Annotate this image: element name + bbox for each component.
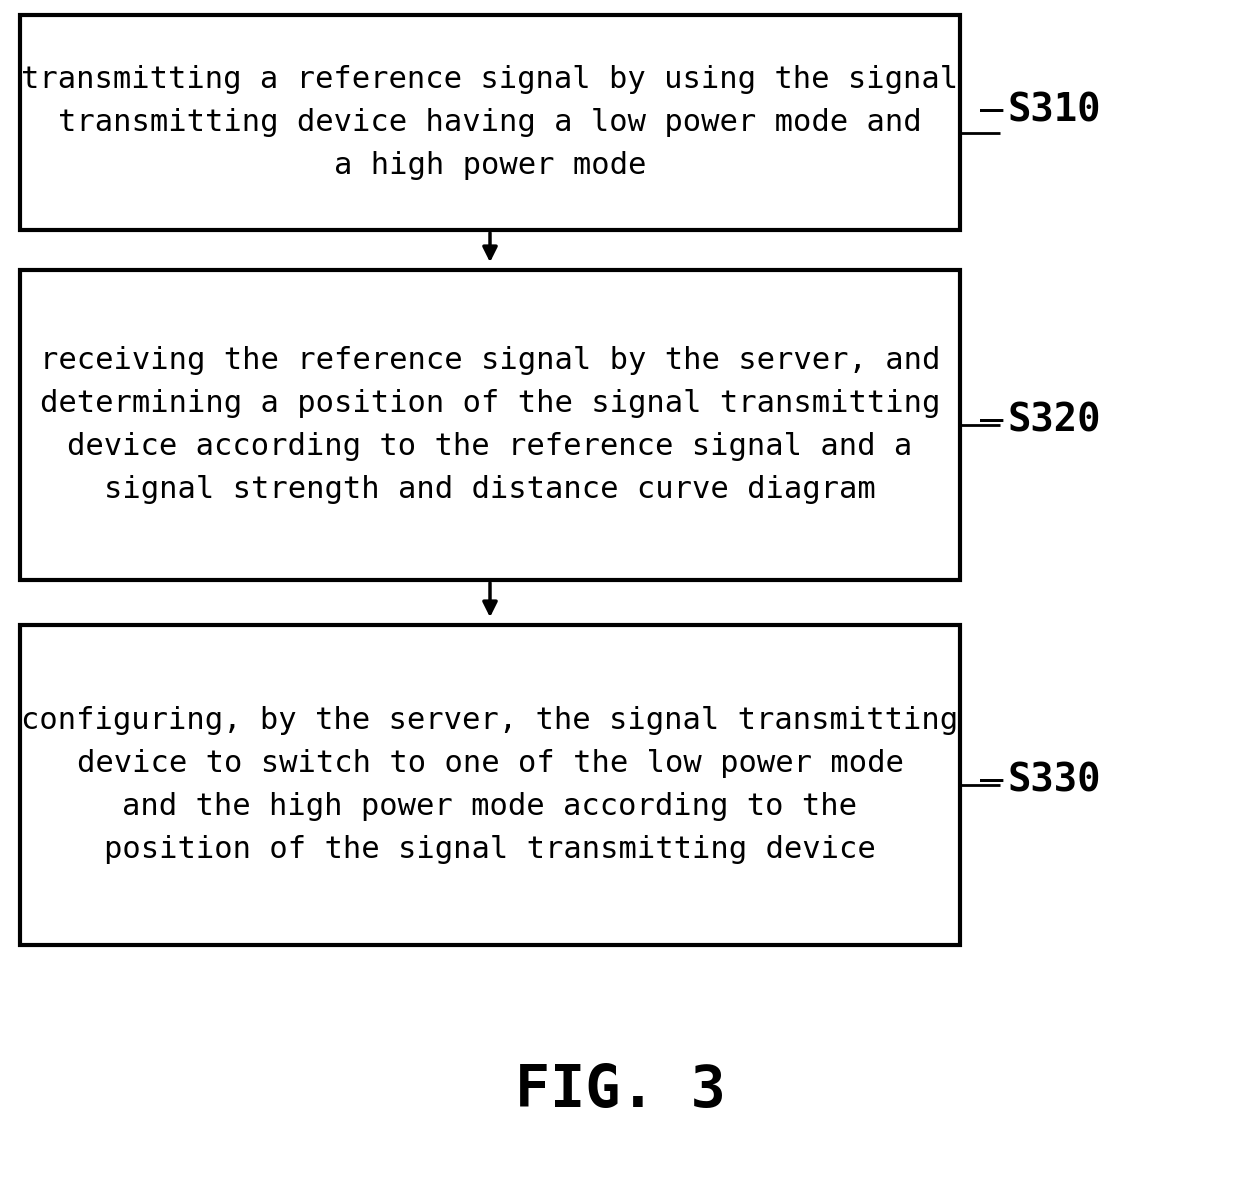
- Bar: [20, 15, 960, 230]
- Text: —: —: [980, 91, 1003, 129]
- Text: S330: S330: [1007, 761, 1101, 799]
- Text: configuring, by the server, the signal transmitting
device to switch to one of t: configuring, by the server, the signal t…: [21, 706, 959, 864]
- Text: S320: S320: [1007, 401, 1101, 438]
- Bar: [20, 624, 960, 944]
- Text: —: —: [980, 401, 1003, 438]
- Text: FIG. 3: FIG. 3: [515, 1062, 725, 1119]
- Text: receiving the reference signal by the server, and
determining a position of the : receiving the reference signal by the se…: [40, 346, 940, 504]
- Bar: [20, 270, 960, 579]
- Text: —: —: [980, 761, 1003, 799]
- Text: transmitting a reference signal by using the signal
transmitting device having a: transmitting a reference signal by using…: [21, 65, 959, 180]
- Text: S310: S310: [1007, 91, 1101, 129]
